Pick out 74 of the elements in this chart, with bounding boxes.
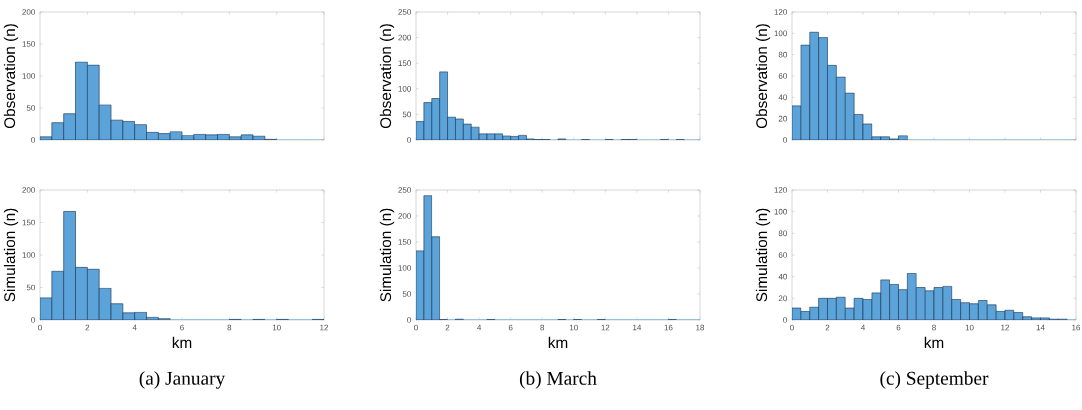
x-tick-label: 4 (860, 324, 865, 331)
x-tick-label: 16 (664, 324, 673, 331)
y-tick-label: 250 (398, 9, 411, 15)
x-tick-label: 12 (320, 324, 329, 331)
y-tick-label: 150 (22, 219, 35, 226)
y-tick-label: 150 (398, 239, 411, 245)
x-axis-title: km (924, 336, 944, 348)
x-tick-label: 10 (965, 324, 974, 331)
x-tick-label: 6 (180, 324, 184, 331)
y-tick-label: 20 (778, 295, 787, 302)
x-axis-title: km (172, 336, 192, 348)
x-tick-label: 2 (445, 324, 450, 331)
y-tick-label: 20 (778, 115, 787, 122)
x-tick-label: 14 (633, 324, 642, 331)
y-tick-label: 120 (774, 187, 787, 193)
y-tick-label: 200 (398, 34, 411, 41)
y-tick-label: 100 (774, 208, 787, 215)
x-tick-label: 10 (272, 324, 281, 331)
y-tick-label: 60 (778, 252, 787, 258)
x-tick-label: 6 (508, 324, 513, 331)
x-tick-label: 0 (38, 324, 42, 331)
x-tick-label: 2 (85, 324, 90, 331)
y-axis-title: Simulation (n) (379, 208, 395, 302)
y-tick-label: 40 (778, 94, 787, 101)
x-tick-label: 2 (825, 324, 830, 331)
x-tick-label: 14 (1036, 324, 1045, 331)
y-tick-label: 0 (783, 317, 787, 323)
y-tick-label: 150 (22, 41, 35, 47)
x-tick-label: 4 (477, 324, 482, 331)
y-tick-label: 60 (778, 73, 787, 79)
y-tick-label: 100 (774, 30, 787, 37)
x-tick-label: 8 (540, 324, 545, 331)
y-tick-label: 0 (31, 317, 35, 323)
y-axis-title: Simulation (n) (755, 208, 771, 302)
y-axis-title: Observation (n) (3, 24, 19, 129)
x-tick-label: 0 (414, 324, 418, 331)
y-tick-label: 0 (407, 137, 411, 143)
y-tick-label: 0 (783, 137, 787, 143)
y-tick-label: 100 (398, 85, 411, 92)
y-tick-label: 200 (398, 213, 411, 219)
y-tick-label: 50 (402, 111, 411, 118)
y-tick-label: 120 (774, 9, 787, 15)
x-tick-label: 16 (1072, 324, 1081, 331)
y-tick-label: 100 (398, 265, 411, 271)
x-tick-label: 8 (227, 324, 232, 331)
y-tick-label: 50 (402, 291, 411, 297)
text: (b) March (519, 371, 597, 389)
y-tick-label: 40 (778, 273, 787, 280)
y-tick-label: 80 (778, 51, 787, 58)
y-axis-title: Observation (n) (755, 24, 771, 129)
x-tick-label: 6 (896, 324, 901, 331)
y-axis-title: Simulation (n) (3, 208, 19, 302)
y-tick-label: 200 (22, 187, 35, 193)
x-tick-label: 12 (1001, 324, 1010, 331)
x-tick-label: 12 (601, 324, 610, 331)
y-tick-label: 80 (778, 230, 787, 237)
y-tick-label: 100 (22, 252, 35, 258)
x-tick-label: 0 (790, 324, 794, 331)
text: (c) September (880, 371, 989, 389)
y-tick-label: 0 (31, 137, 35, 143)
y-tick-label: 250 (398, 187, 411, 193)
x-tick-label: 8 (932, 324, 936, 331)
y-tick-label: 50 (26, 105, 35, 111)
y-tick-label: 200 (22, 9, 35, 15)
y-tick-label: 0 (407, 317, 411, 323)
x-tick-label: 10 (569, 324, 578, 331)
y-tick-label: 100 (22, 73, 35, 79)
text: (a) January (139, 371, 226, 389)
y-axis-title: Observation (n) (379, 24, 395, 129)
x-axis-title: km (548, 336, 568, 348)
x-tick-label: 4 (132, 324, 137, 331)
y-tick-label: 50 (26, 284, 35, 291)
y-tick-label: 150 (398, 60, 411, 67)
x-tick-label: 18 (696, 324, 705, 331)
